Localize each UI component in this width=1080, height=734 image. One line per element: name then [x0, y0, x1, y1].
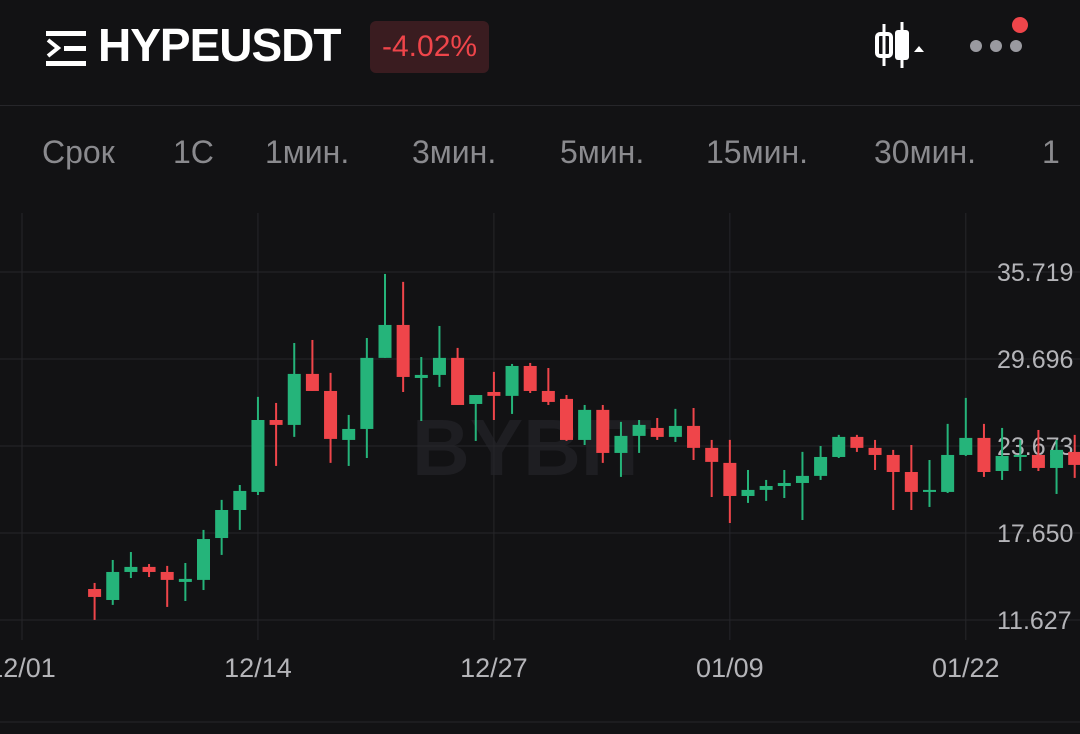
candle-body [705, 447, 719, 462]
candle-body [832, 436, 846, 457]
x-tick-label: 12/27 [460, 653, 528, 683]
more-icon[interactable] [966, 14, 1036, 54]
candle-body [287, 373, 301, 425]
candle-body [414, 374, 428, 378]
candle-body [215, 509, 229, 539]
candle-body [596, 409, 610, 453]
candle-body [886, 454, 900, 473]
candle-body [1031, 454, 1045, 468]
interval-tab[interactable]: 15мин. [706, 134, 809, 170]
candle-body [541, 390, 555, 402]
watermark: BYBIT [412, 403, 652, 492]
candle-body [432, 357, 446, 375]
candle-body [505, 365, 519, 396]
interval-tab[interactable]: 30мин. [874, 134, 977, 170]
interval-tab[interactable]: Срок [42, 134, 115, 170]
candle-body [342, 428, 356, 440]
candle-body [632, 424, 646, 436]
candle-body [142, 566, 156, 572]
y-tick-label: 17.650 [997, 520, 1073, 548]
chart-type-icon[interactable] [872, 20, 932, 70]
interval-tabs: Срок 1С 1мин. 3мин. 5мин. 15мин. 30мин. 1 [0, 130, 1080, 180]
candle-body [269, 419, 283, 425]
header: HYPEUSDT -4.02% [0, 0, 1080, 106]
candle-body [904, 472, 918, 492]
candle-body [995, 455, 1009, 471]
candle-body [777, 482, 791, 487]
candle-body [378, 324, 392, 358]
candle-body [560, 398, 573, 440]
candle-body [160, 571, 174, 580]
candle-body [469, 395, 483, 404]
candle-body [1068, 451, 1080, 465]
candle-body [850, 436, 864, 448]
y-tick-label: 35.719 [997, 259, 1073, 287]
candle-body [959, 437, 973, 455]
candle-body [941, 454, 955, 492]
interval-tab[interactable]: 1мин. [265, 134, 350, 170]
candle-body [868, 447, 882, 455]
candle-body [360, 357, 374, 429]
symbol[interactable]: HYPEUSDT [98, 19, 341, 71]
chart: BYBIT 12/01 12/14 12/27 01/09 01/22 11.627 17.6… [0, 213, 1080, 723]
candle-body [106, 571, 120, 600]
interval-tab[interactable]: 1 [1042, 134, 1060, 170]
x-tick-label: 01/22 [932, 653, 1000, 683]
candle-body [614, 435, 628, 453]
candle-body [578, 409, 592, 440]
candle-body [723, 462, 737, 496]
candle-body [88, 589, 102, 597]
interval-tab[interactable]: 1С [173, 134, 214, 170]
x-tick-label: 12/14 [224, 653, 292, 683]
candle-body [487, 391, 501, 396]
candle-body [668, 425, 682, 437]
candle-body [305, 373, 319, 391]
candle-body [197, 539, 210, 580]
candle-body [233, 490, 247, 510]
candle-body [451, 357, 465, 405]
price-change: -4.02% [370, 21, 490, 73]
y-tick-label: 11.627 [997, 607, 1072, 635]
interval-tab[interactable]: 3мин. [412, 134, 497, 170]
interval-tab[interactable]: 5мин. [560, 134, 645, 170]
y-tick-label: 29.696 [997, 346, 1073, 374]
candle-body [523, 365, 537, 391]
candle-body [396, 324, 410, 377]
candle-body [759, 486, 773, 490]
candle-body [795, 475, 809, 483]
candle-body [923, 489, 936, 492]
candle-body [977, 437, 991, 473]
candle-body [687, 425, 701, 448]
candle-body [324, 390, 338, 439]
candle-body [178, 578, 192, 582]
candle-body [251, 419, 265, 492]
candle-body [124, 566, 138, 572]
menu-icon[interactable] [46, 28, 90, 68]
candle-body [814, 456, 828, 476]
candle-body [1013, 454, 1027, 457]
candle-body [1050, 449, 1064, 468]
candle-body [650, 427, 664, 437]
candle-body [741, 489, 755, 496]
x-tick-label: 01/09 [696, 653, 764, 683]
x-tick-label: 12/01 [0, 653, 56, 683]
